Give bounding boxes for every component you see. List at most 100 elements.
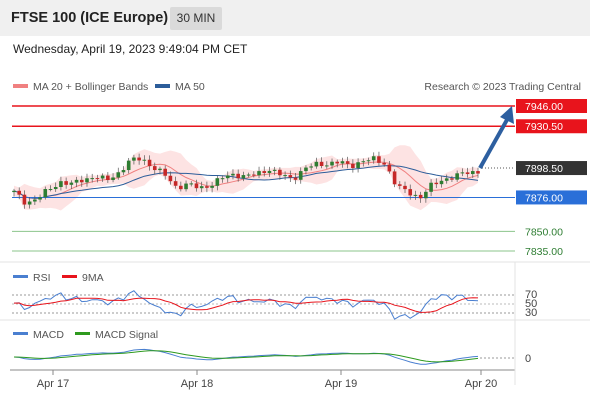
candle [465, 167, 470, 178]
candle [319, 157, 324, 169]
bollinger-legend-label: MA 20 + Bollinger Bands [33, 81, 148, 93]
candle [298, 167, 303, 184]
rsi-legend-swatch [13, 275, 28, 278]
candle [309, 163, 313, 171]
candle [408, 184, 413, 200]
candle [126, 157, 131, 174]
candle [231, 169, 235, 180]
candle [69, 180, 74, 190]
level-label-support: 7850.00 [525, 226, 563, 238]
candle [210, 182, 214, 193]
candle [184, 180, 188, 192]
candle [460, 168, 465, 177]
candle [64, 177, 68, 189]
candle [116, 167, 121, 180]
candle [199, 181, 204, 193]
candle [111, 173, 115, 183]
candle [205, 181, 209, 193]
rsi-legend-label: RSI [33, 272, 51, 284]
candle [142, 155, 147, 165]
x-tick-apr20: Apr 20 [465, 378, 497, 390]
level-box-resistance [516, 119, 587, 134]
price-levels: 7946.00 7930.50 7898.50 7876.00 7850.00 7835.… [12, 99, 587, 258]
candle [38, 194, 42, 203]
candle [236, 169, 240, 182]
candle [377, 151, 381, 166]
candle [257, 166, 261, 179]
candle [74, 176, 79, 188]
ma50-line [13, 165, 479, 199]
candle [429, 179, 433, 197]
candle [371, 152, 376, 164]
candle [85, 173, 89, 187]
rsi-tick-70: 70 [525, 289, 537, 301]
macd-signal-line [13, 350, 479, 363]
candles [12, 151, 480, 209]
candle [225, 171, 230, 183]
macd-line [13, 348, 479, 365]
bollinger-legend-swatch [13, 84, 28, 88]
macd-signal-legend-label: MACD Signal [95, 329, 158, 341]
rsi-tick-30: 30 [525, 307, 537, 319]
candle [33, 195, 37, 205]
candle [340, 157, 345, 168]
candle [79, 175, 84, 187]
instrument-title: FTSE 100 (ICE Europe) [11, 10, 169, 26]
candle [168, 171, 173, 185]
candle [444, 174, 449, 184]
candle [366, 157, 371, 166]
level-label-current: 7898.50 [525, 163, 563, 175]
macd-legend-swatch [13, 332, 28, 335]
candle [147, 155, 152, 171]
candle [335, 159, 340, 168]
credit-label: Research © 2023 Trading Central [424, 81, 581, 93]
candle [288, 170, 293, 182]
candle [163, 165, 167, 180]
interval-button[interactable]: 30 MIN [170, 7, 222, 30]
candle [95, 174, 100, 183]
candle [356, 158, 360, 173]
candle [173, 176, 178, 189]
candle [361, 158, 366, 167]
candle [252, 171, 256, 178]
candle [12, 188, 16, 197]
candle [283, 171, 287, 180]
candle [351, 159, 355, 173]
candle [132, 154, 136, 165]
candle [22, 190, 27, 209]
level-label-pivot: 7876.00 [525, 192, 563, 204]
candle [325, 161, 329, 169]
candle [418, 191, 423, 203]
rsi-ma9-line [13, 297, 479, 313]
ma50-legend-swatch [155, 84, 170, 88]
candle [241, 171, 246, 182]
x-tick-apr18: Apr 18 [181, 378, 213, 390]
candle [220, 175, 225, 183]
candle [403, 181, 407, 194]
candle [293, 173, 298, 185]
level-label-support: 7835.00 [525, 246, 563, 258]
candle [17, 187, 22, 200]
candle [392, 169, 397, 188]
level-box-pivot [516, 190, 587, 205]
candle [304, 165, 308, 175]
candle [413, 190, 418, 200]
candle [345, 156, 350, 169]
macd-tick-0: 0 [525, 353, 531, 365]
candle [121, 166, 126, 176]
candle [330, 158, 334, 169]
level-label-resistance: 7930.50 [525, 121, 563, 133]
candle [424, 189, 428, 203]
ma50-legend-label: MA 50 [175, 81, 205, 93]
candle [439, 176, 444, 188]
candle [27, 196, 32, 209]
candle [470, 166, 475, 178]
candle [179, 181, 183, 192]
candle [455, 170, 459, 182]
candle [194, 179, 199, 192]
candle [100, 173, 105, 182]
macd-legend-label: MACD [33, 329, 64, 341]
candle [314, 157, 319, 169]
macd-signal-legend-swatch [75, 332, 90, 335]
x-axis: Apr 17 Apr 18 Apr 19 Apr 20 [37, 370, 497, 390]
